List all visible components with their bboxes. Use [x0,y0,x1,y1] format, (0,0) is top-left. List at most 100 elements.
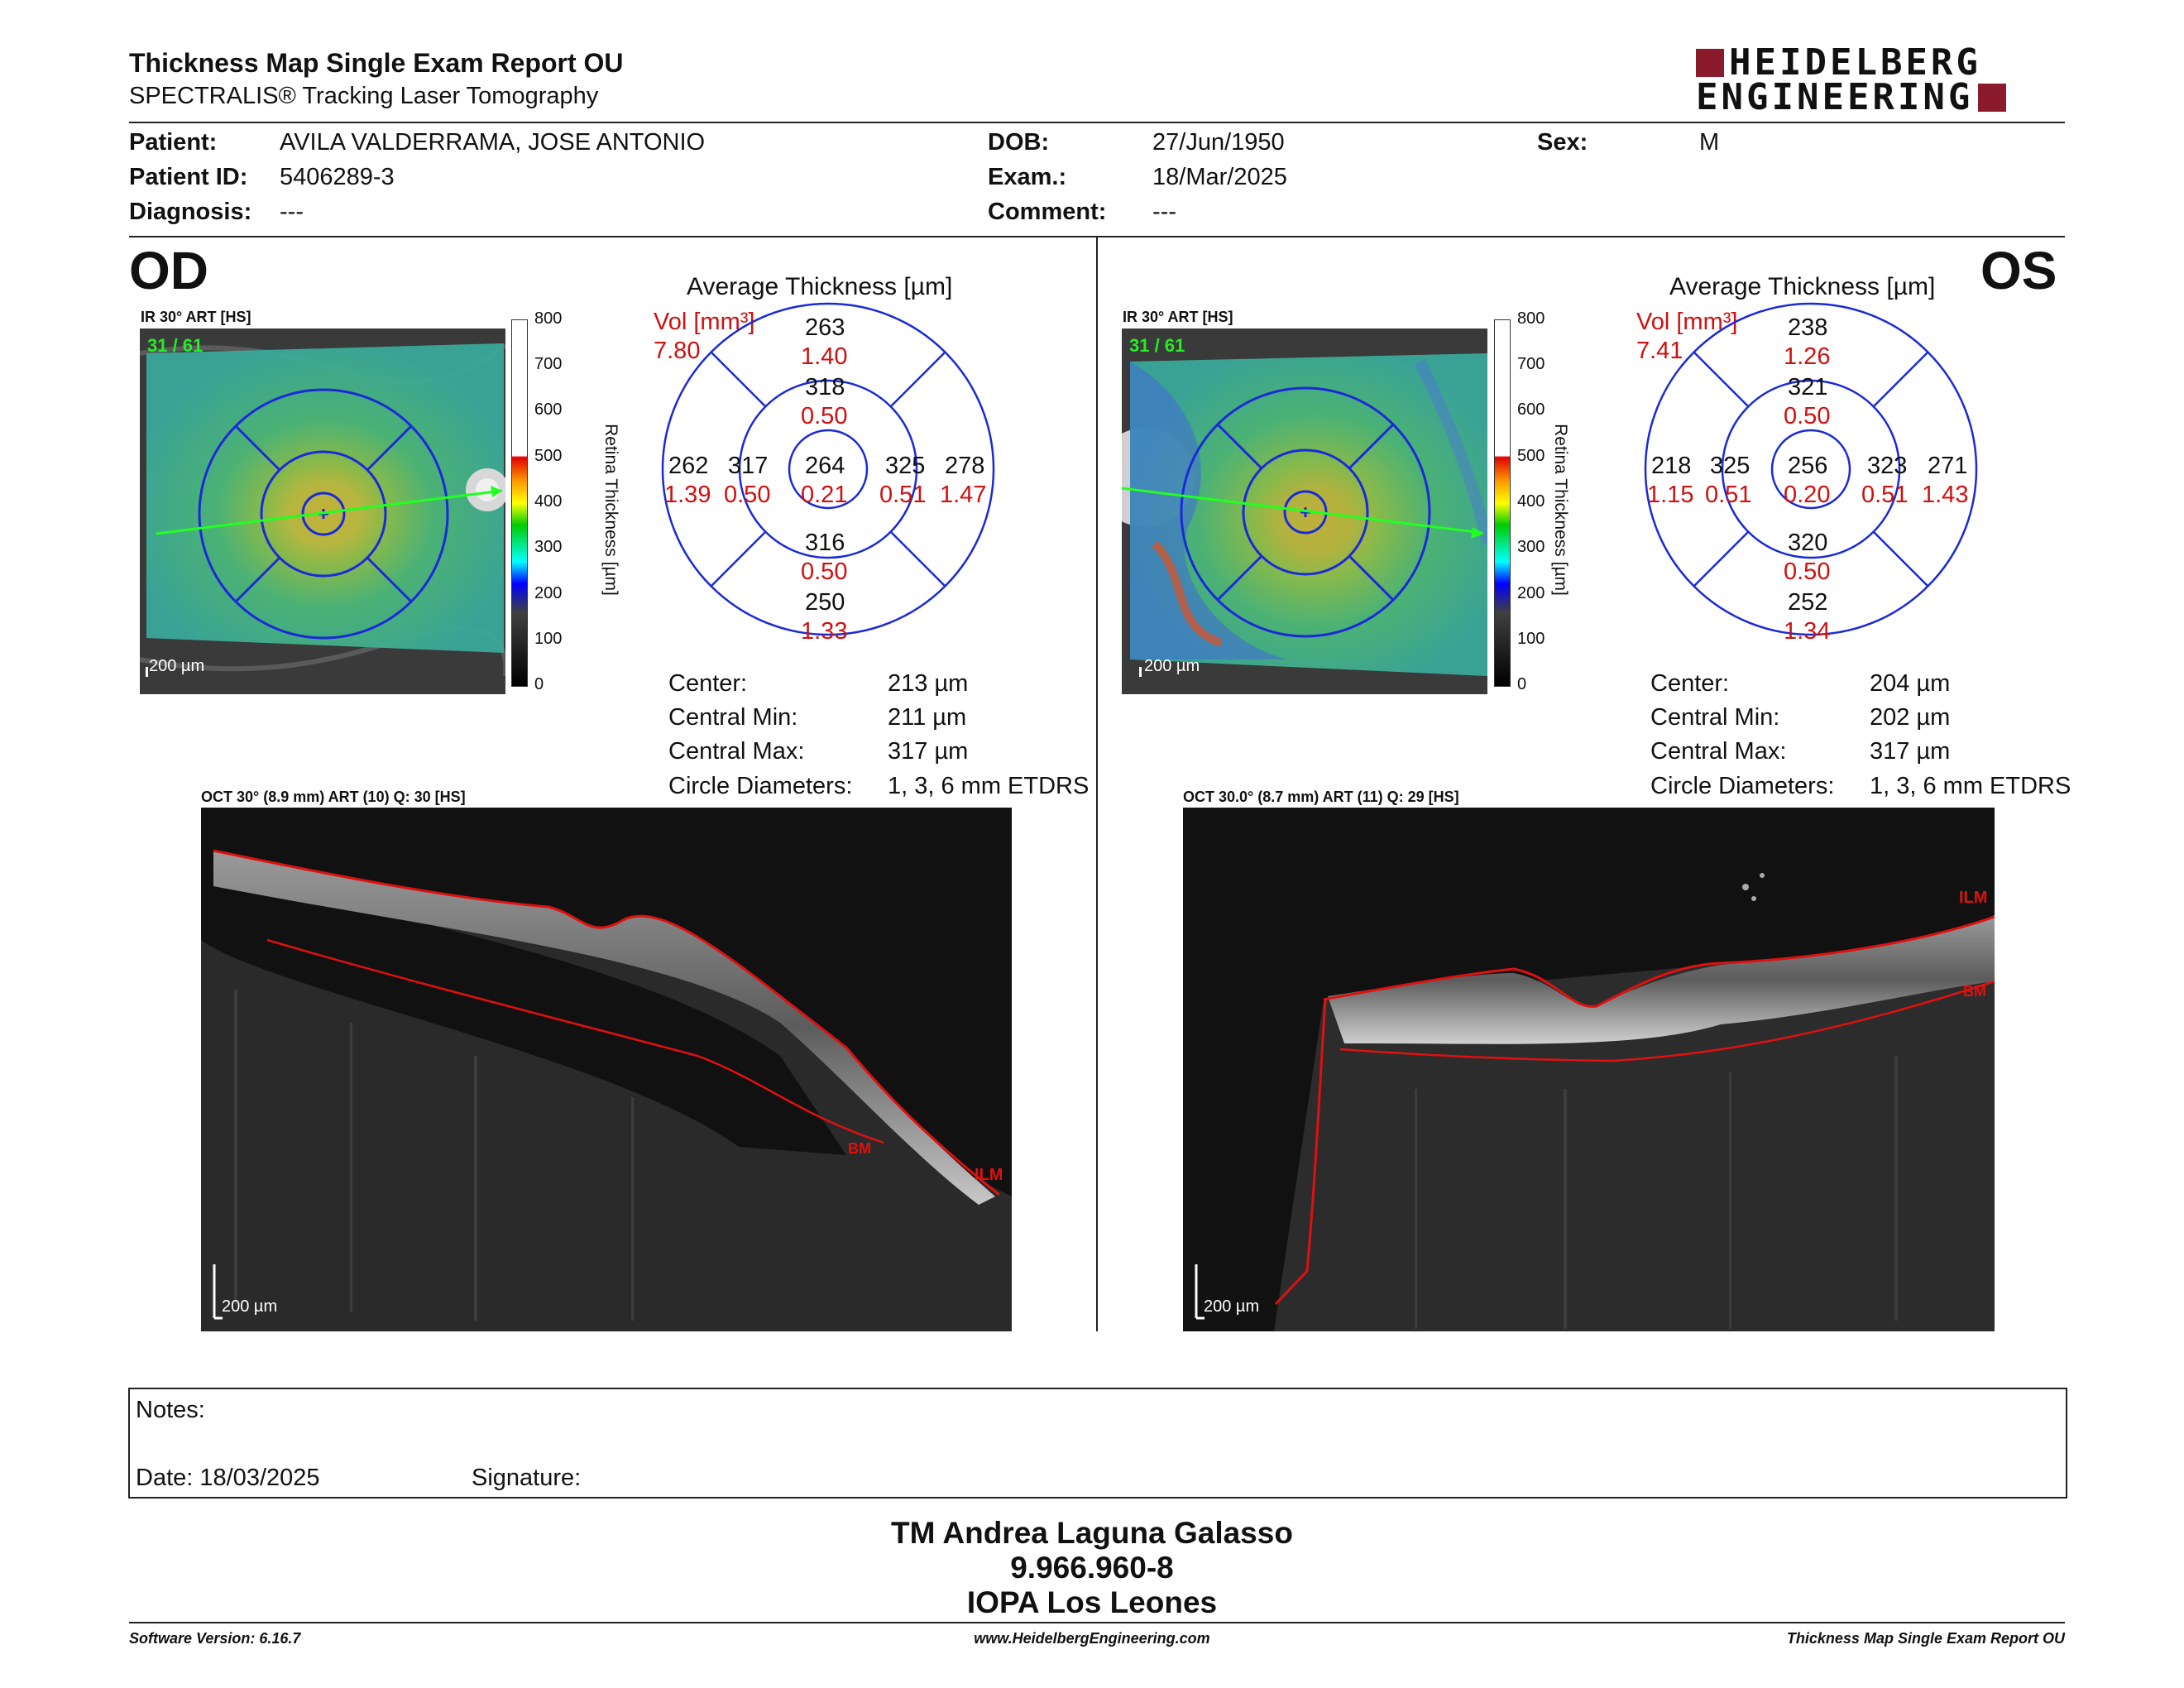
patient-id-label: Patient ID: [129,164,248,190]
od-sup-outer-volume: 1.40 [801,343,848,370]
os-min-label: Central Min: [1650,704,1780,731]
os-nas-inner-volume: 0.51 [1861,482,1909,508]
os-max-label: Central Max: [1650,738,1787,765]
od-nas-outer-thickness: 278 [945,453,985,479]
od-ir-label: IR 30° ART [HS] [141,309,251,325]
od-nas-inner-thickness: 325 [885,453,926,479]
od-temp-outer-volume: 1.39 [664,482,711,508]
cbar-tick: 600 [1517,400,1545,419]
od-scale-bar [146,667,148,677]
os-sup-outer-volume: 1.26 [1784,343,1831,370]
od-colorbar-label: Retina Thickness [µm] [601,424,620,596]
od-oct-label: OCT 30° (8.9 mm) ART (10) Q: 30 [HS] [201,789,466,805]
notes-label: Notes: [136,1397,205,1423]
cbar-tick: 800 [534,309,563,328]
os-inf-outer-volume: 1.34 [1784,618,1831,645]
report-subtitle: SPECTRALIS® Tracking Laser Tomography [129,83,599,109]
os-colorbar-label: Retina Thickness [µm] [1551,424,1570,596]
os-center-value: 204 µm [1870,670,1951,697]
os-sup-inner-volume: 0.50 [1784,403,1831,429]
comment-label: Comment: [988,199,1107,225]
comment-value: --- [1152,199,1176,225]
patient-label: Patient: [129,129,218,156]
od-inf-outer-volume: 1.33 [801,618,848,645]
sex-value: M [1699,129,1720,156]
cbar-tick: 200 [534,584,563,602]
patient-name: AVILA VALDERRAMA, JOSE ANTONIO [280,129,706,156]
notes-box [128,1388,2067,1499]
os-scale-bar [1139,667,1142,677]
signature-org: IOPA Los Leones [966,1585,1218,1619]
od-temp-outer-thickness: 262 [668,453,709,479]
os-sup-inner-thickness: 321 [1788,374,1828,400]
os-temp-outer-volume: 1.15 [1647,482,1694,508]
os-oct-scan [1183,808,1995,1331]
od-inf-outer-thickness: 250 [805,589,845,616]
od-max-value: 317 µm [888,738,969,765]
notes-date: Date: 18/03/2025 [136,1465,320,1491]
os-circ-label: Circle Diameters: [1650,773,1835,799]
info-divider [129,236,2065,237]
signature-name: TM Andrea Laguna Galasso [891,1516,1293,1550]
od-bm-label: BM [848,1140,871,1157]
exam-label: Exam.: [988,164,1067,190]
os-fundus-scale: 200 µm [1144,657,1200,675]
header-divider [129,122,2065,123]
cbar-tick: 300 [1517,538,1545,556]
od-sup-inner-thickness: 318 [805,374,845,400]
os-max-value: 317 µm [1870,738,1951,765]
od-temp-inner-volume: 0.50 [724,482,771,508]
os-oct-scale: 200 µm [1204,1297,1260,1316]
od-inf-inner-thickness: 316 [805,530,845,556]
dob-value: 27/Jun/1950 [1152,129,1285,156]
footer-report-name: Thickness Map Single Exam Report OU [1786,1630,2065,1647]
od-center-value: 213 µm [888,670,969,697]
os-center-label: Center: [1650,670,1730,697]
os-center-volume: 0.20 [1784,482,1831,508]
os-temp-outer-thickness: 218 [1651,453,1692,479]
os-nas-outer-volume: 1.43 [1922,482,1969,508]
patient-id: 5406289-3 [280,164,395,190]
os-ir-label: IR 30° ART [HS] [1123,309,1233,325]
od-nas-inner-volume: 0.51 [879,482,927,508]
cbar-tick: 100 [1517,630,1545,648]
os-fundus-etdrs-overlay [1122,386,1484,638]
od-fundus-etdrs-overlay [156,388,503,640]
od-eye-label: OD [129,241,208,300]
signature-id: 9.966.960-8 [1010,1551,1174,1585]
od-center-label: Center: [668,670,748,697]
dob-label: DOB: [988,129,1050,156]
os-inf-outer-thickness: 252 [1788,589,1828,616]
os-eye-label: OS [1980,241,2057,300]
os-nas-inner-thickness: 323 [1867,453,1908,479]
od-fundus-scale: 200 µm [149,657,205,675]
os-min-value: 202 µm [1870,704,1951,731]
cbar-tick: 500 [1517,447,1545,465]
cbar-tick: 700 [534,355,563,373]
logo-line2: ENGINEERING [1696,76,1974,118]
od-vol-value: 7.80 [654,338,701,364]
cbar-tick: 500 [534,447,563,465]
od-max-label: Central Max: [668,738,805,765]
cbar-tick: 0 [534,675,544,693]
os-bm-label: BM [1963,983,1986,1000]
cbar-tick: 200 [1517,584,1545,602]
os-ilm-label: ILM [1959,889,1988,907]
report-title: Thickness Map Single Exam Report OU [129,48,624,78]
os-inf-inner-volume: 0.50 [1784,559,1831,585]
os-temp-inner-volume: 0.51 [1705,482,1752,508]
footer-divider [129,1622,2065,1623]
os-avg-title: Average Thickness [µm] [1669,273,1936,300]
cbar-tick: 0 [1517,675,1527,693]
sex-label: Sex: [1537,129,1588,156]
cbar-tick: 300 [534,538,563,556]
od-circ-value: 1, 3, 6 mm ETDRS [888,773,1090,799]
notes-signature-label: Signature: [472,1465,582,1491]
os-oct-label: OCT 30.0° (8.7 mm) ART (11) Q: 29 [HS] [1183,789,1459,805]
od-center-thickness: 264 [805,453,845,479]
od-sup-inner-volume: 0.50 [801,403,848,429]
od-oct-svg [201,849,1012,1331]
od-oct-scale: 200 µm [222,1297,278,1316]
os-nas-outer-thickness: 271 [1928,453,1968,479]
footer-url[interactable]: www.HeidelbergEngineering.com [974,1630,1210,1647]
